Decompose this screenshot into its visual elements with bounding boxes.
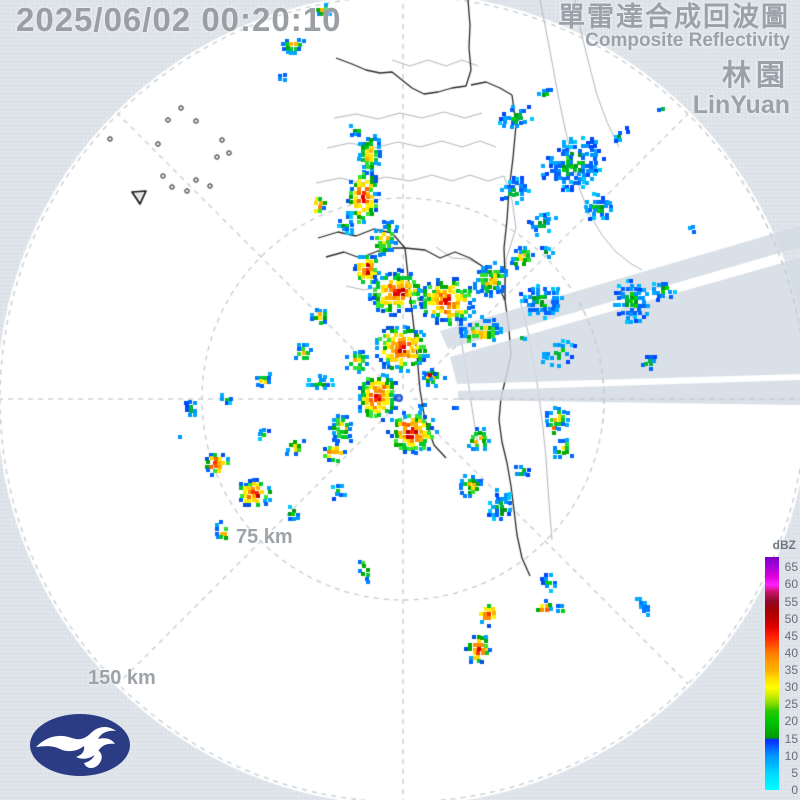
colorbar-tick: 45 <box>784 628 798 643</box>
product-title-zh: 單雷達合成回波圖 <box>558 2 790 32</box>
colorbar-tick: 55 <box>784 594 798 609</box>
colorbar-tick: 15 <box>784 731 798 746</box>
colorbar-tick: 35 <box>784 663 798 678</box>
title-block: 單雷達合成回波圖 Composite Reflectivity 林園 LinYu… <box>558 3 790 118</box>
colorbar-tick: 5 <box>791 765 798 780</box>
logo-wave-curl-icon <box>84 749 102 769</box>
range-ring-label-150km: 150 km <box>88 667 156 689</box>
colorbar-tick: 30 <box>784 680 798 695</box>
station-name-zh: 林園 <box>721 60 790 93</box>
colorbar-tick: 25 <box>784 697 798 712</box>
product-title-en: Composite Reflectivity <box>585 30 790 52</box>
colorbar-tick: 50 <box>784 611 798 626</box>
station-name-en: LinYuan <box>692 90 790 119</box>
colorbar-gradient <box>765 557 779 790</box>
colorbar-tick: 40 <box>784 645 798 660</box>
timestamp: 2025/06/02 00:20:10 <box>16 1 342 38</box>
cwb-agency-logo <box>30 714 130 776</box>
colorbar-tick: 10 <box>784 748 798 763</box>
colorbar-tick: 0 <box>791 783 798 797</box>
colorbar-tick: 60 <box>784 577 798 592</box>
colorbar-unit-label: dBZ <box>772 538 796 552</box>
range-ring-label-75km: 75 km <box>236 526 293 548</box>
colorbar-tick: 65 <box>784 560 798 575</box>
colorbar-tick: 20 <box>784 714 798 729</box>
